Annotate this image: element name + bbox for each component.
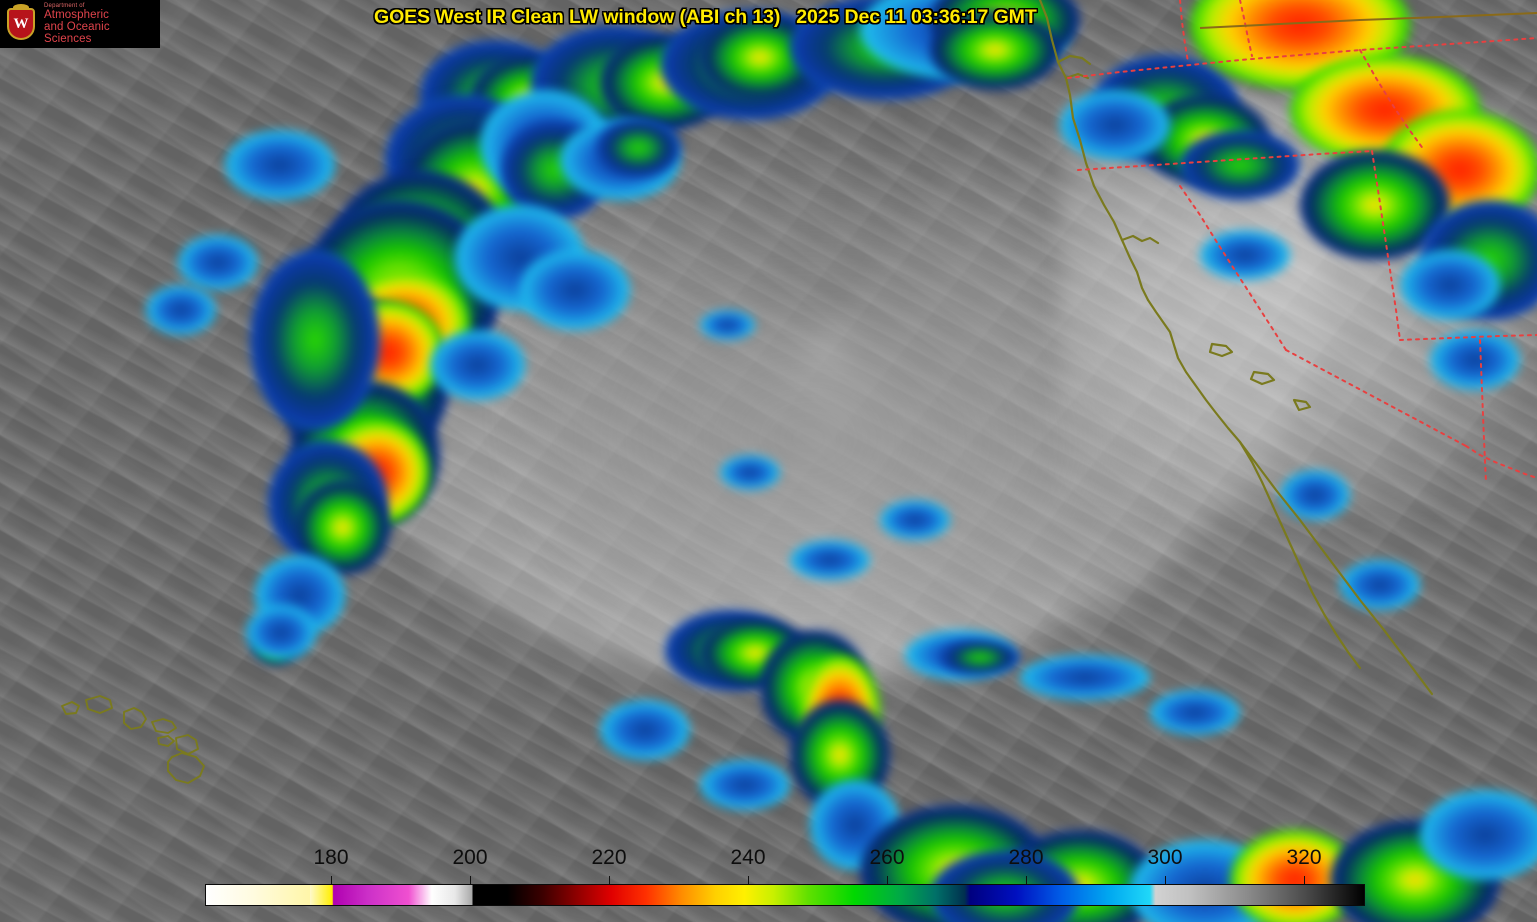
cloud-cell: [880, 500, 950, 540]
cloud-cell: [600, 700, 690, 760]
cloud-cell: [940, 640, 1020, 675]
cloud-cell: [1020, 655, 1150, 700]
cloud-cell: [1420, 790, 1537, 880]
crest-crown-icon: [13, 4, 29, 11]
cloud-cell: [1180, 130, 1300, 200]
institution-logo-panel: W Department of Atmospheric and Oceanic …: [0, 0, 160, 48]
cloud-cell: [178, 235, 258, 290]
cloud-cell: [1200, 230, 1290, 280]
cloud-cell: [1150, 690, 1240, 735]
cloud-cell: [790, 540, 870, 580]
cloud-cell: [720, 455, 780, 490]
cloud-cell: [250, 250, 380, 430]
cloud-cell: [700, 310, 755, 340]
cloud-cell: [246, 605, 316, 660]
cloud-cell: [596, 118, 681, 178]
cloud-cell: [1430, 330, 1520, 390]
cloud-cell: [700, 760, 790, 810]
cloud-cell: [1060, 90, 1170, 160]
image-title: GOES West IR Clean LW window (ABI ch 13)…: [374, 6, 1037, 28]
cloud-cell: [146, 285, 216, 335]
cloud-cell: [1340, 560, 1420, 610]
cloud-cell: [1400, 250, 1500, 320]
logo-department-prefix: Department of: [44, 2, 85, 9]
brightness-temperature-colorbar[interactable]: [205, 884, 1365, 906]
crest-letter: W: [13, 15, 29, 32]
uw-crest-icon: W: [4, 4, 38, 44]
cloud-cell: [1280, 470, 1350, 520]
crest-shield-icon: W: [7, 8, 35, 40]
cloud-cell: [430, 330, 525, 400]
cloud-cell: [225, 130, 335, 200]
logo-line-1: Atmospheric: [44, 9, 110, 22]
logo-line-2: and Oceanic Sciences: [44, 21, 110, 46]
cloud-cell: [930, 10, 1060, 90]
cloud-cell: [520, 250, 630, 330]
logo-text-block: Department of Atmospheric and Oceanic Sc…: [44, 3, 160, 45]
